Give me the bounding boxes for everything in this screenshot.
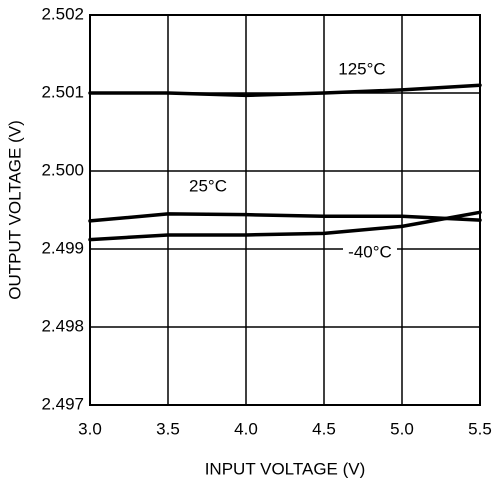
x-tick-label: 4.0 (234, 419, 258, 438)
x-tick-label: 5.0 (390, 419, 414, 438)
line-series (88, 212, 482, 223)
x-axis-title: INPUT VOLTAGE (V) (205, 459, 366, 478)
label-background (181, 177, 235, 197)
series-label: -40°C (348, 242, 392, 261)
label-background (335, 60, 389, 80)
y-tick-label: 2.500 (41, 160, 84, 179)
series-label: 125°C (338, 59, 385, 78)
label-background (343, 243, 397, 263)
y-axis-title: OUTPUT VOLTAGE (V) (5, 120, 24, 299)
plot-frame (89, 14, 481, 406)
y-tick-label: 2.499 (41, 238, 84, 257)
series-label: 25°C (189, 176, 227, 195)
x-tick-label: 3.0 (78, 419, 102, 438)
y-tick-label: 2.501 (41, 82, 84, 101)
y-tick-label: 2.497 (41, 394, 84, 413)
x-tick-label: 5.5 (468, 419, 492, 438)
y-tick-label: 2.498 (41, 316, 84, 335)
y-tick-label: 2.502 (41, 4, 84, 23)
line-series (88, 83, 482, 98)
x-tick-label: 4.5 (312, 419, 336, 438)
x-tick-label: 3.5 (156, 419, 180, 438)
line-series (88, 210, 482, 242)
